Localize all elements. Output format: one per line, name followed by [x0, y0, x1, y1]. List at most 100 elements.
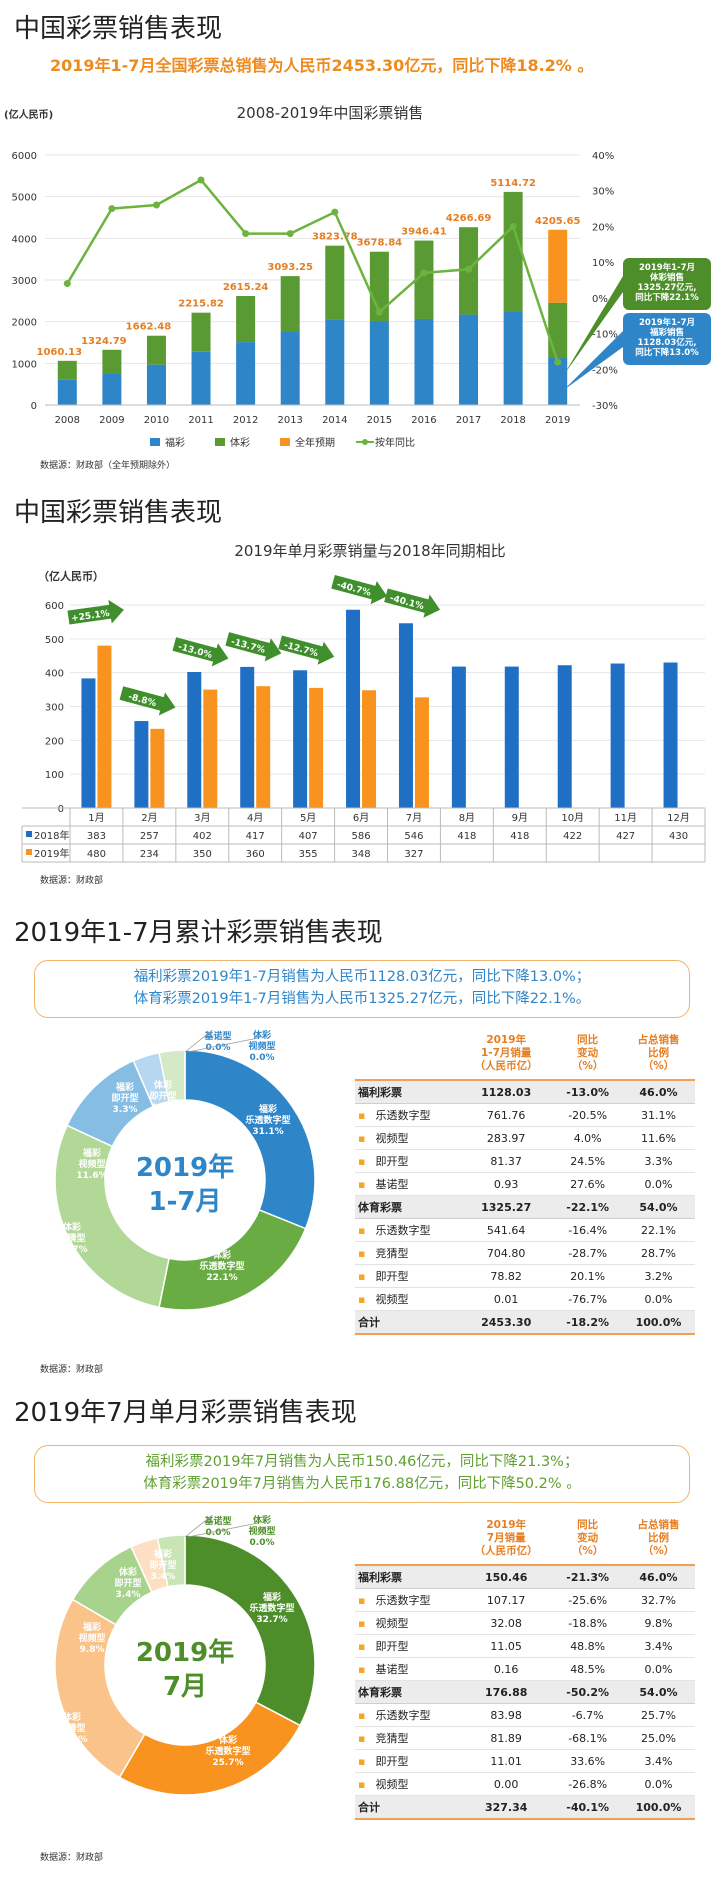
- cumulative-row: 福利彩票 1128.03 -13.0% 46.0%: [355, 1080, 695, 1104]
- chart2-ytick: 0: [58, 804, 64, 815]
- chart2-table-cell: 586: [351, 831, 370, 842]
- donut-slice-label: 3.3%: [113, 1105, 138, 1115]
- donut-slice-label: 体彩: [63, 1221, 81, 1233]
- chart2-xtick: 12月: [667, 812, 690, 824]
- bullet-icon: ▪: [358, 1247, 366, 1260]
- callout-fucai-text: 2019年1-7月: [639, 317, 695, 328]
- donut-slice-label: 福彩: [82, 1147, 101, 1159]
- july-row-name: ▪ 乐透数字型: [355, 1703, 459, 1727]
- cumulative-cell: 704.80: [459, 1241, 554, 1265]
- donut-center-line2: 7月: [163, 1672, 207, 1702]
- donut-slice-label: 体彩: [154, 1079, 172, 1091]
- cumulative-row: ▪ 即开型 78.82 20.1% 3.2%: [355, 1264, 695, 1288]
- chart1-xtick: 2013: [277, 415, 302, 426]
- chart2-table-cell: 257: [140, 831, 159, 842]
- chart2-bar-2018: [293, 670, 308, 808]
- donut-slice-label: 3.4%: [116, 1590, 141, 1600]
- july-row: ▪ 基诺型 0.16 48.5% 0.0%: [355, 1657, 695, 1681]
- chart2-xtick: 2月: [141, 812, 157, 824]
- chart1-ytick: 6000: [12, 151, 37, 162]
- bullet-icon: ▪: [358, 1709, 366, 1722]
- chart1-bar-fucai: [191, 351, 211, 405]
- donut-slice-label: 3.4%: [151, 1572, 176, 1582]
- chart1-yoy-point: [554, 358, 562, 366]
- donut-slice-label: 福彩: [208, 1515, 227, 1516]
- callout-ticai-text: 1325.27亿元,: [638, 282, 697, 293]
- section4-summary-line2: 体育彩票2019年7月销售为人民币176.88亿元，同比下降50.2% 。: [143, 1476, 581, 1492]
- donut-slice-label: 32.7%: [256, 1615, 287, 1625]
- chart2-xtick: 9月: [512, 812, 528, 824]
- chart2-ytick: 200: [45, 736, 64, 747]
- chart2-bar-2019: [150, 728, 165, 808]
- chart2-xtick: 3月: [194, 812, 210, 824]
- donut-slice: [158, 1049, 186, 1103]
- chart2-bar-2018: [240, 666, 255, 808]
- table-cumulative: 2019年 1-7月销量 （人民币亿） 同比 变动 （%） 占总销售 比例 （%） 福利彩票 112…: [355, 1030, 695, 1335]
- donut-slice: [158, 1208, 307, 1311]
- donut-slice-label: 竞猜型: [57, 1232, 85, 1244]
- donut-slice-label: 0.0%: [250, 1053, 275, 1063]
- chart1-bar-ticai: [236, 296, 256, 343]
- chart1-bar-fucai: [414, 318, 434, 405]
- cumulative-cell: 22.1%: [621, 1218, 695, 1242]
- cumulative-row-name: 合计: [355, 1310, 459, 1335]
- chart2-change-arrow: -12.7%: [278, 635, 335, 665]
- donut-slice-label: 22.1%: [206, 1273, 237, 1283]
- july-cell: 9.8%: [621, 1611, 695, 1635]
- chart2-change-arrow: -13.0%: [172, 637, 229, 667]
- july-row-name: ▪ 基诺型: [355, 1657, 459, 1681]
- chart1-xtick: 2016: [411, 415, 436, 426]
- bullet-icon: ▪: [358, 1293, 366, 1306]
- donut-slice-label: 0.0%: [250, 1538, 275, 1548]
- callout-fucai-text: 福彩销售: [649, 327, 684, 338]
- chart2-change-arrow: -13.7%: [225, 632, 282, 662]
- chart1-ytick: 3000: [12, 276, 37, 287]
- chart1-y2tick: -20%: [592, 365, 618, 376]
- cumulative-cell: 31.1%: [621, 1103, 695, 1127]
- chart1-yoy-point: [509, 222, 517, 230]
- donut-center-line1: 2019年: [136, 1637, 234, 1668]
- section2-title: 中国彩票销售表现: [14, 498, 223, 528]
- chart1-xtick: 2014: [322, 415, 347, 426]
- donut-slice-label: 25.7%: [212, 1758, 243, 1768]
- section4-title: 2019年7月单月彩票销售表现: [14, 1398, 357, 1428]
- bullet-icon: ▪: [358, 1732, 366, 1745]
- donut-slice-label: 体彩: [63, 1711, 81, 1723]
- donut-slice-label: 即开型: [149, 1559, 176, 1571]
- july-cell: 3.4%: [621, 1749, 695, 1773]
- bullet-icon: ▪: [358, 1155, 366, 1168]
- chart1-yoy-line: [66, 178, 559, 363]
- donut-slice: [54, 1124, 170, 1309]
- july-cell: -40.1%: [553, 1795, 622, 1820]
- bullet-icon: ▪: [358, 1617, 366, 1630]
- cumulative-cell: 761.76: [459, 1103, 554, 1127]
- donut-slice: [54, 1598, 146, 1779]
- chart2-ylabel: （亿人民币）: [38, 569, 104, 583]
- donut-slice-label: 体彩: [213, 1249, 231, 1261]
- chart2-row-swatch: [26, 831, 32, 837]
- donut-slice-label: 基诺型: [203, 1030, 231, 1042]
- chart2-bar-2019: [309, 687, 324, 808]
- chart2-bar-2019: [97, 645, 112, 808]
- chart1-total-label: 1662.48: [126, 322, 172, 333]
- donut-slice-label: 乐透数字型: [245, 1114, 290, 1126]
- july-row-name: ▪ 视频型: [355, 1611, 459, 1635]
- cumulative-cell: -28.7%: [553, 1241, 622, 1265]
- chart1-legend-label: 按年同比: [375, 436, 415, 449]
- july-row-name: ▪ 即开型: [355, 1634, 459, 1658]
- donut-leader-line: [187, 1522, 259, 1538]
- chart2-row-label: 2019年: [34, 847, 69, 860]
- chart2-ytick: 300: [45, 703, 64, 714]
- chart2-arrow-shape: [225, 632, 282, 662]
- july-row-name: ▪ 乐透数字型: [355, 1588, 459, 1612]
- chart1-bar-fucai: [146, 364, 166, 405]
- chart2-xtick: 6月: [353, 812, 369, 824]
- section1-source: 数据源：财政部（全年预期除外）: [40, 461, 176, 471]
- chart1-yoy-point: [465, 265, 473, 273]
- chart1-total-label: 4266.69: [446, 213, 492, 224]
- chart2-arrow-shape: [119, 686, 176, 716]
- chart1-xtick: 2015: [367, 415, 392, 426]
- chart2-change-arrow: -40.7%: [331, 574, 388, 605]
- donut-slice-label: 竞猜型: [57, 1722, 85, 1734]
- section3-summary-line2: 体育彩票2019年1-7月销售为人民币1325.27亿元，同比下降22.1%。: [133, 991, 591, 1007]
